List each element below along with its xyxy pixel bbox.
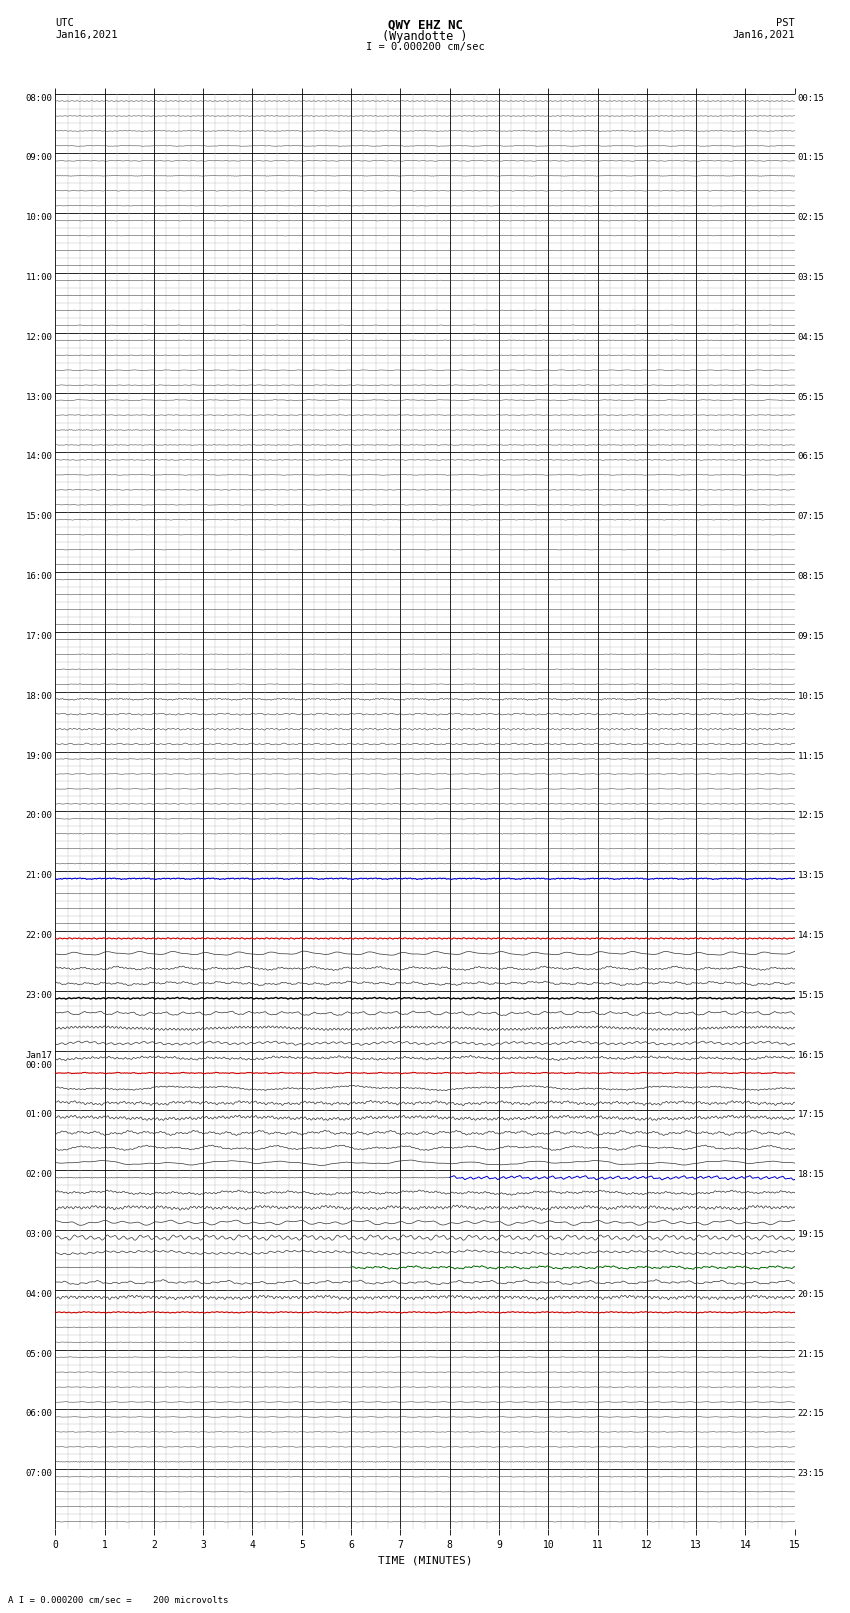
Text: Jan16,2021: Jan16,2021 (732, 31, 795, 40)
Text: PST: PST (776, 18, 795, 27)
Text: (Wyandotte ): (Wyandotte ) (382, 31, 468, 44)
Text: QWY EHZ NC: QWY EHZ NC (388, 18, 462, 31)
Text: UTC: UTC (55, 18, 74, 27)
Text: I = 0.000200 cm/sec: I = 0.000200 cm/sec (366, 42, 484, 52)
Text: A I = 0.000200 cm/sec =    200 microvolts: A I = 0.000200 cm/sec = 200 microvolts (8, 1595, 229, 1605)
X-axis label: TIME (MINUTES): TIME (MINUTES) (377, 1555, 473, 1565)
Text: Jan16,2021: Jan16,2021 (55, 31, 118, 40)
